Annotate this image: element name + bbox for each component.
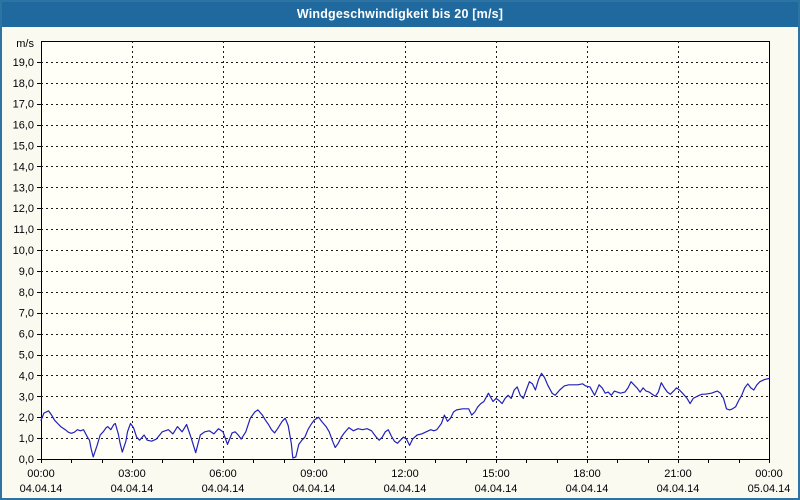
svg-text:21:00: 21:00 bbox=[664, 468, 692, 480]
svg-text:15,0: 15,0 bbox=[13, 141, 34, 153]
svg-text:19,0: 19,0 bbox=[13, 57, 34, 69]
chart-area: 0,0 1,0 2,0 3,0 4,0 5,0 6,0 7,0 8,0 9,0 10,0 11,0 12… bbox=[2, 27, 798, 498]
svg-text:00:00: 00:00 bbox=[27, 468, 55, 480]
svg-text:12,0: 12,0 bbox=[13, 203, 34, 215]
svg-text:18,0: 18,0 bbox=[13, 78, 34, 90]
svg-text:04.04.14: 04.04.14 bbox=[202, 483, 245, 495]
y-axis-ticks bbox=[37, 62, 41, 460]
svg-text:04.04.14: 04.04.14 bbox=[293, 483, 336, 495]
svg-text:00:00: 00:00 bbox=[755, 468, 783, 480]
y-axis-unit-label: m/s bbox=[16, 38, 34, 50]
x-axis-ticks bbox=[41, 459, 770, 463]
svg-text:4,0: 4,0 bbox=[19, 370, 34, 382]
svg-text:1,0: 1,0 bbox=[19, 433, 34, 445]
svg-text:2,0: 2,0 bbox=[19, 412, 34, 424]
svg-text:04.04.14: 04.04.14 bbox=[475, 483, 518, 495]
svg-text:5,0: 5,0 bbox=[19, 350, 34, 362]
chart-title: Windgeschwindigkeit bis 20 [m/s] bbox=[296, 7, 504, 21]
svg-text:13,0: 13,0 bbox=[13, 182, 34, 194]
svg-text:9,0: 9,0 bbox=[19, 266, 34, 278]
y-gridlines bbox=[41, 62, 769, 439]
y-axis-labels: 0,0 1,0 2,0 3,0 4,0 5,0 6,0 7,0 8,0 9,0 10,0 11,0 12… bbox=[13, 57, 34, 466]
svg-text:04.04.14: 04.04.14 bbox=[566, 483, 609, 495]
svg-text:3,0: 3,0 bbox=[19, 391, 34, 403]
svg-text:6,0: 6,0 bbox=[19, 329, 34, 341]
svg-text:16,0: 16,0 bbox=[13, 120, 34, 132]
svg-text:04.04.14: 04.04.14 bbox=[384, 483, 427, 495]
x-axis-date-labels: 04.04.14 04.04.14 04.04.14 04.04.14 04.04.14… bbox=[20, 483, 791, 495]
x-axis-time-labels: 00:00 03:00 06:00 09:00 12:00 15:00 18:00 21:00… bbox=[27, 468, 783, 480]
svg-text:8,0: 8,0 bbox=[19, 287, 34, 299]
wind-speed-line bbox=[40, 372, 770, 459]
chart-title-bar: Windgeschwindigkeit bis 20 [m/s] bbox=[2, 2, 798, 27]
svg-text:0,0: 0,0 bbox=[19, 454, 34, 466]
svg-text:12:00: 12:00 bbox=[391, 468, 419, 480]
svg-text:17,0: 17,0 bbox=[13, 99, 34, 111]
svg-text:15:00: 15:00 bbox=[482, 468, 510, 480]
svg-text:09:00: 09:00 bbox=[300, 468, 328, 480]
svg-text:04.04.14: 04.04.14 bbox=[657, 483, 700, 495]
svg-text:10,0: 10,0 bbox=[13, 245, 34, 257]
svg-text:7,0: 7,0 bbox=[19, 308, 34, 320]
svg-text:04.04.14: 04.04.14 bbox=[111, 483, 154, 495]
svg-text:18:00: 18:00 bbox=[573, 468, 601, 480]
wind-speed-chart: 0,0 1,0 2,0 3,0 4,0 5,0 6,0 7,0 8,0 9,0 10,0 11,0 12… bbox=[13, 38, 791, 495]
svg-text:05.04.14: 05.04.14 bbox=[748, 483, 791, 495]
svg-text:03:00: 03:00 bbox=[118, 468, 146, 480]
svg-text:11,0: 11,0 bbox=[13, 224, 34, 236]
svg-text:06:00: 06:00 bbox=[209, 468, 237, 480]
svg-text:m/s: m/s bbox=[16, 38, 34, 50]
svg-text:04.04.14: 04.04.14 bbox=[20, 483, 63, 495]
svg-text:14,0: 14,0 bbox=[13, 161, 34, 173]
